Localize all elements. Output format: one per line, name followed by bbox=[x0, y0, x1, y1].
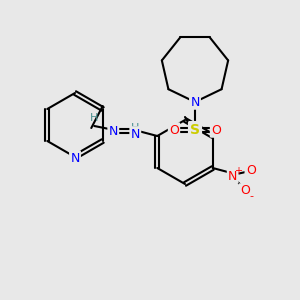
Text: N: N bbox=[228, 169, 237, 182]
Text: O: O bbox=[246, 164, 256, 178]
Text: O: O bbox=[169, 124, 179, 136]
Text: N: N bbox=[190, 95, 200, 109]
Text: +: + bbox=[234, 166, 242, 176]
Text: O: O bbox=[211, 124, 221, 136]
Text: O: O bbox=[240, 184, 250, 197]
Text: -: - bbox=[250, 191, 254, 201]
Text: H: H bbox=[131, 123, 140, 133]
Text: N: N bbox=[130, 128, 140, 140]
Text: H: H bbox=[90, 113, 98, 123]
Text: S: S bbox=[190, 123, 200, 137]
Text: N: N bbox=[70, 152, 80, 164]
Text: N: N bbox=[109, 124, 118, 137]
